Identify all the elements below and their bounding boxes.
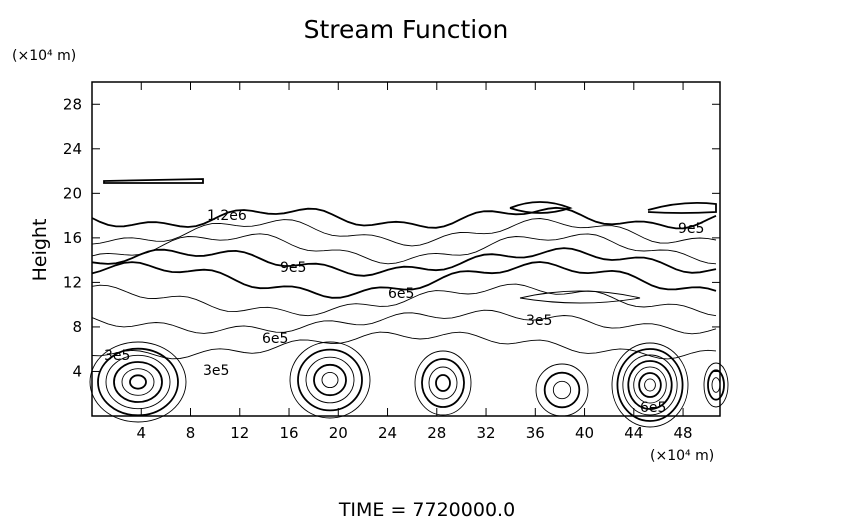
y-tick-label: 28	[63, 95, 82, 113]
contour-line	[121, 368, 155, 396]
contour-line	[611, 342, 689, 428]
contour-label: 3e5	[203, 363, 229, 379]
x-unit: (×10⁴ m)	[650, 448, 714, 464]
contour-label: 6e5	[640, 400, 666, 416]
contour-line	[647, 201, 717, 214]
contours	[89, 178, 729, 428]
contour-line	[91, 283, 717, 317]
contour-line	[129, 374, 147, 390]
x-tick-label: 32	[476, 424, 495, 442]
contour-line	[91, 309, 717, 335]
contour-line	[105, 354, 171, 410]
contour-line	[627, 360, 673, 410]
contour-label: 9e5	[280, 260, 306, 276]
contour-line	[421, 358, 465, 408]
y-tick-label: 4	[72, 362, 82, 380]
contour-line	[552, 380, 572, 400]
contour-line	[616, 348, 684, 422]
x-tick-label: 20	[329, 424, 348, 442]
contour-line	[435, 374, 451, 392]
contour-label: 6e5	[388, 286, 414, 302]
contour-line	[703, 362, 729, 408]
contour-line	[509, 201, 573, 214]
contour-line	[622, 354, 678, 416]
x-tick-label: 28	[427, 424, 446, 442]
x-tick-label: 4	[136, 424, 146, 442]
contour-line	[305, 356, 355, 404]
contour-line	[321, 372, 339, 388]
x-tick-label: 36	[526, 424, 545, 442]
y-axis-label: Height	[29, 219, 51, 282]
contour-label: 3e5	[104, 348, 130, 364]
x-tick-label: 40	[575, 424, 594, 442]
contour-line	[91, 261, 717, 299]
contour-line	[113, 361, 163, 403]
contour-line	[707, 369, 725, 401]
contour-line	[103, 178, 204, 184]
contour-line	[91, 331, 717, 360]
y-tick-label: 8	[72, 318, 82, 336]
contour-line	[535, 363, 589, 417]
contour-line	[297, 348, 363, 412]
y-tick-label: 12	[63, 273, 82, 291]
contour-line	[91, 218, 717, 247]
footer: TIME = 7720000.0	[338, 499, 515, 519]
contour-label: 6e5	[262, 331, 288, 347]
y-unit: (×10⁴ m)	[12, 48, 76, 64]
contour-line	[638, 372, 662, 398]
y-tick-label: 20	[63, 184, 82, 202]
contour-line	[543, 371, 581, 409]
contour-line	[519, 290, 641, 304]
contour-label: 9e5	[678, 221, 704, 237]
x-tick-label: 8	[186, 424, 196, 442]
x-tick-label: 44	[624, 424, 643, 442]
y-tick-label: 24	[63, 140, 82, 158]
contour-line	[89, 341, 187, 423]
x-tick-label: 16	[279, 424, 298, 442]
contour-line	[414, 350, 472, 416]
contour-line	[428, 366, 458, 400]
contour-line	[91, 247, 717, 277]
x-tick-label: 12	[230, 424, 249, 442]
plot-frame	[91, 81, 721, 417]
contour-line	[644, 378, 656, 392]
contour-label: 3e5	[526, 313, 552, 329]
contour-line	[711, 377, 721, 393]
x-tick-label: 24	[378, 424, 397, 442]
contour-line	[97, 347, 179, 417]
x-tick-label: 48	[674, 424, 693, 442]
contour-line	[289, 341, 371, 419]
contour-line	[91, 233, 717, 265]
contour-line	[633, 366, 667, 404]
contour-line	[91, 206, 717, 230]
contour-label: 1.2e6	[207, 208, 247, 224]
chart-title: Stream Function	[304, 15, 509, 44]
contour-line	[313, 363, 347, 397]
y-tick-label: 16	[63, 229, 82, 247]
